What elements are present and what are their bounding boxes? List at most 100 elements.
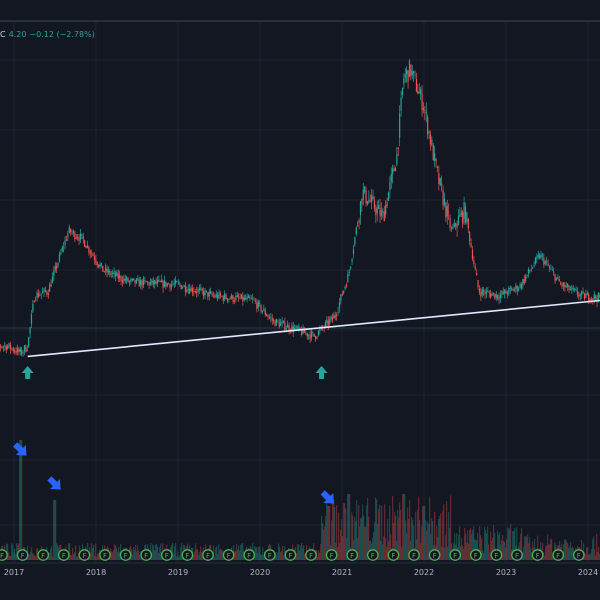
volume-bar [489,552,491,560]
volume-bar [591,549,593,560]
earnings-marker-icon[interactable]: F [325,549,338,561]
candle-body [2,346,5,348]
volume-bar [505,547,507,560]
earnings-marker-icon[interactable]: F [469,549,482,561]
candle-body [149,281,152,285]
x-tick-label: 2020 [250,568,270,577]
volume-bar [134,549,136,560]
candle-body [89,251,91,254]
candle-body [561,284,563,287]
candle-body [351,259,353,262]
volume-bar [450,495,452,560]
volume-bar [177,551,179,560]
volume-bar [181,542,183,560]
marker-label: F [577,552,581,560]
earnings-marker-icon[interactable]: F [449,549,462,561]
volume-bar [590,553,592,560]
volume-bar [220,548,222,560]
volume-bar [426,530,428,560]
earnings-marker-icon[interactable]: F [531,549,544,561]
earnings-marker-icon[interactable]: F [284,549,297,561]
earnings-marker-icon[interactable]: F [181,549,194,561]
candle-body [98,264,100,267]
earnings-marker-icon[interactable]: F [263,549,276,561]
earnings-marker-icon[interactable]: F [119,549,132,561]
earnings-marker-icon[interactable]: F [0,549,8,561]
marker-label: F [371,552,375,560]
volume-bar [440,513,442,560]
candle-body [273,319,275,321]
candle-body [116,271,118,277]
candle-body [380,210,383,216]
earnings-marker-icon[interactable]: F [243,549,256,561]
earnings-marker-icon[interactable]: F [202,549,214,561]
candle-body [82,236,84,239]
earnings-marker-icon[interactable]: F [305,549,317,561]
earnings-marker-icon[interactable]: F [16,549,29,561]
earnings-marker-icon[interactable]: F [78,549,91,561]
candle-body [460,211,462,216]
earnings-marker-icon[interactable]: F [160,549,173,561]
earnings-marker-icon[interactable]: F [428,549,441,561]
candle-body [207,292,209,298]
candle-body [77,237,79,239]
candle-body [515,285,517,289]
candle-body [33,301,35,303]
volume-bar [19,440,21,560]
earnings-marker-icon[interactable]: F [511,549,523,561]
earnings-marker-icon[interactable]: F [490,549,503,561]
volume-bar [219,550,221,560]
earnings-marker-icon[interactable]: F [140,549,153,561]
volume-bar [567,543,569,560]
earnings-marker-icon[interactable]: F [57,549,70,561]
candle-body [480,292,482,297]
candle-body [415,78,418,92]
candle-body [586,292,588,296]
earnings-marker-icon[interactable]: F [37,549,50,561]
candle-body [565,286,567,288]
candle-body [267,315,269,317]
candle-body [49,284,51,292]
earnings-marker-icon[interactable]: F [408,549,420,561]
earnings-marker-icon[interactable]: F [222,549,235,561]
candle-body [336,315,338,316]
volume-bar [566,541,568,560]
earnings-marker-icon[interactable]: F [572,549,585,561]
candle-body [578,294,580,297]
volume-bar [482,550,484,560]
volume-bar [364,526,366,560]
candle-body [39,295,41,296]
marker-circle [552,549,565,561]
volume-bar [263,554,265,560]
volume-bar [425,519,427,560]
volume-bar [356,500,358,560]
earnings-marker-icon[interactable]: F [99,549,111,561]
volume-bar [510,524,512,560]
candle-body [40,293,42,295]
candle-body [46,291,48,295]
volume-bar [463,548,465,560]
candle-body [365,190,367,204]
earnings-marker-icon[interactable]: F [387,549,400,561]
earnings-marker-icon[interactable]: F [552,549,565,561]
volume-bar [139,554,141,560]
volume-bar [194,551,196,560]
volume-bar [347,494,349,560]
candle-body [436,166,439,169]
volume-bar [174,546,176,560]
volume-bar [424,506,426,560]
volume-bar [94,555,96,560]
earnings-marker-icon[interactable]: F [346,549,359,561]
volume-bar [427,521,429,560]
earnings-marker-icon[interactable]: F [366,549,379,561]
volume-bar [12,544,14,560]
candle-body [131,278,133,281]
candle-body [588,294,590,302]
candle-body [254,300,257,302]
marker-label: F [82,552,86,560]
volume-bar [472,529,474,560]
candle-body [581,291,583,295]
candle-body [483,290,485,292]
